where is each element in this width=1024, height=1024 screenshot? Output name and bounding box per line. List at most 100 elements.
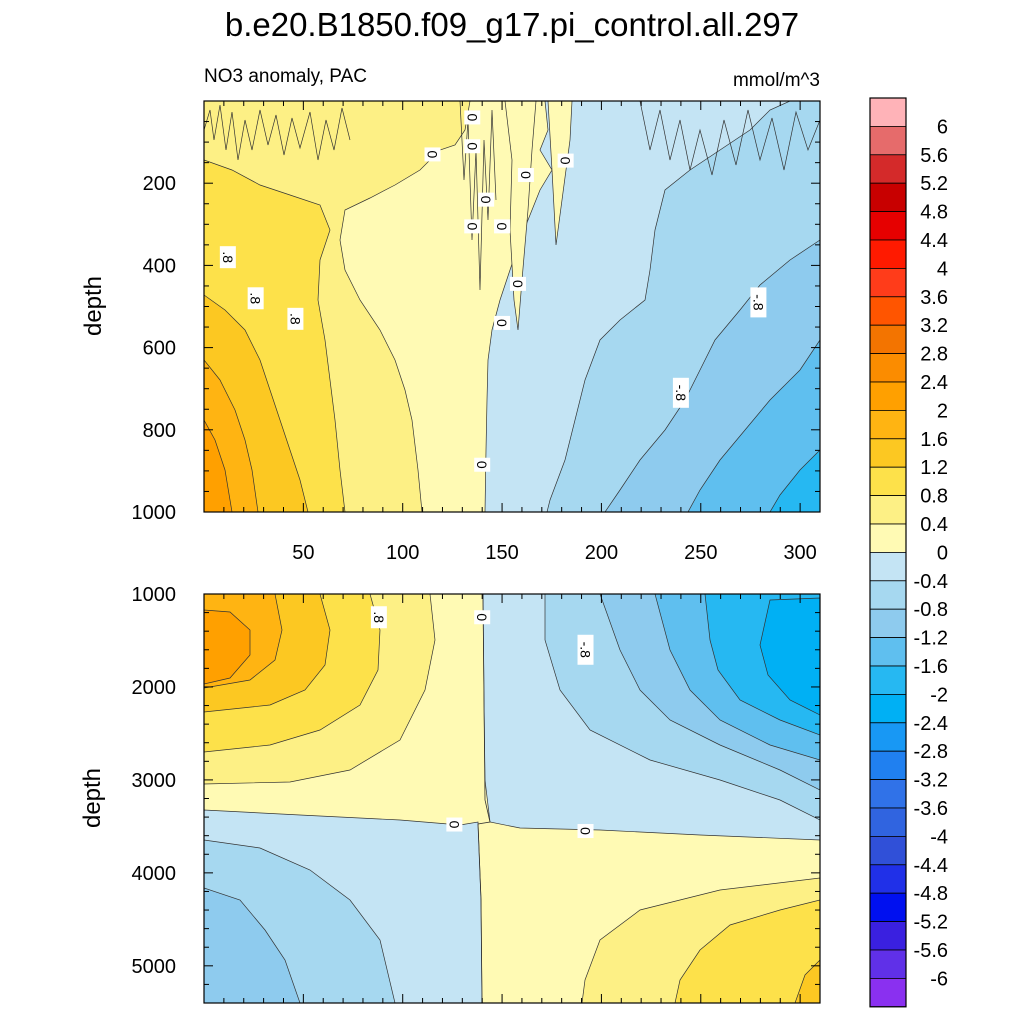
colorbar-swatch	[869, 438, 907, 468]
colorbar-label: 1.2	[920, 457, 948, 479]
upper-intrusion-2	[547, 101, 573, 246]
colorbar-label: -5.2	[914, 912, 948, 934]
upper-fill-neg-16	[769, 449, 820, 512]
contour-label-text: 0	[558, 157, 574, 165]
colorbar-label: 2.4	[920, 372, 948, 394]
y-tick-label: 400	[143, 255, 176, 277]
contour-label: -.8	[672, 377, 689, 408]
contour-label: 0	[509, 276, 526, 291]
contour-label-text: 0	[464, 222, 480, 230]
colorbar-swatch	[869, 126, 907, 156]
upper-fill-neg-12	[687, 339, 820, 512]
colorbar-swatch	[869, 665, 907, 695]
upper-axis-ticks: 50 100 150 200 250 300 200 400 600 800 1000	[132, 100, 820, 564]
colorbar-label: 4.8	[920, 202, 948, 224]
contour-label: 0	[474, 610, 491, 625]
contour-label: .8	[287, 307, 304, 330]
colorbar-swatch	[869, 353, 907, 383]
contour-label-bg	[424, 147, 441, 162]
contour-label-bg	[509, 276, 526, 291]
contour-label-text: 0	[474, 461, 490, 469]
colorbar-label: -5.6	[914, 940, 948, 962]
contour-label: -.8	[577, 634, 594, 665]
contour-label-text: 0	[494, 222, 510, 230]
contour-label-bg	[557, 153, 574, 168]
x-tick-label: 100	[386, 542, 419, 564]
lower-zero-line	[477, 594, 491, 1003]
x-tick-label: 250	[684, 542, 717, 564]
contour-label-bg	[672, 377, 689, 408]
contour-label-bg	[517, 167, 534, 182]
contour-label: 0	[464, 110, 481, 125]
colorbar-swatch	[869, 580, 907, 610]
upper-noise-line-2	[639, 101, 820, 176]
contour-label: 0	[446, 817, 463, 832]
contour-label: 0	[464, 139, 481, 154]
lower-fill-pos-12-deep	[794, 959, 820, 1003]
colorbar-swatch	[869, 637, 907, 667]
colorbar-swatch	[869, 324, 907, 355]
colorbar-label: 1.6	[920, 429, 948, 451]
contour-label-text: .8	[248, 292, 264, 304]
contour-label-text: .8	[287, 313, 303, 325]
upper-y-axis-label: depth	[80, 276, 107, 336]
y-tick-label: 3000	[132, 770, 177, 792]
contour-label-text: 0	[478, 196, 494, 204]
colorbar-swatch	[869, 978, 907, 1008]
colorbar-label: -1.6	[914, 656, 948, 678]
contour-label-bg	[219, 246, 236, 269]
contour-label: 0	[517, 167, 534, 182]
contour-label-bg	[247, 287, 264, 310]
colorbar-label: 0.8	[920, 486, 948, 508]
colorbar-label: -1.2	[914, 628, 948, 650]
contour-label-text: 0	[425, 151, 441, 159]
contour-label: 0	[494, 315, 511, 330]
colorbar-swatch	[869, 949, 907, 979]
lower-fill-neg-08-deep	[204, 887, 301, 1003]
contour-label-text: .8	[220, 251, 236, 263]
colorbar-label: -0.4	[914, 571, 948, 593]
colorbar-swatch	[869, 836, 907, 866]
colorbar-swatch	[869, 239, 907, 269]
y-tick-label: 600	[143, 338, 176, 360]
contour-label-text: 0	[578, 827, 594, 835]
contour-label-text: 0	[518, 171, 534, 179]
colorbar-label: -3.2	[914, 770, 948, 792]
colorbar-label: 4	[937, 258, 948, 280]
colorbar-label: 2.8	[920, 344, 948, 366]
contour-label-bg	[464, 110, 481, 125]
contour-label-text: -.8	[673, 385, 689, 402]
chart-title: b.e20.B1850.f09_g17.pi_control.all.297	[225, 6, 799, 43]
colorbar-label: -6	[930, 968, 948, 990]
contour-label-bg	[577, 824, 594, 839]
contour-label-text: 0	[464, 142, 480, 150]
lower-contour-labels: .8 0 -.8 0 0	[370, 606, 594, 839]
x-tick-label: 150	[485, 542, 518, 564]
contour-label-text: 0	[464, 114, 480, 122]
colorbar-label: 3.6	[920, 287, 948, 309]
colorbar-label: 4.4	[920, 230, 948, 252]
y-tick-label: 1000	[132, 584, 177, 606]
contour-label-bg	[577, 634, 594, 665]
contour-label: 0	[494, 219, 511, 234]
colorbar-swatch	[869, 182, 907, 212]
y-tick-label: 5000	[132, 956, 177, 978]
contour-label: .8	[370, 606, 387, 629]
upper-intrusion-1	[504, 101, 537, 331]
colorbar-label: -2	[930, 684, 948, 706]
contour-label: 0	[557, 153, 574, 168]
colorbar-swatch	[869, 807, 907, 837]
colorbar-label: 2	[937, 400, 948, 422]
contour-label-text: -.8	[578, 642, 594, 659]
colorbar-label: 5.2	[920, 173, 948, 195]
colorbar-swatch	[869, 211, 907, 241]
contour-label: 0	[474, 457, 491, 472]
contour-label-text: 0	[474, 613, 490, 621]
colorbar-label: -2.8	[914, 741, 948, 763]
contour-label-bg	[464, 219, 481, 234]
colorbar: 6 5.6 5.2 4.8 4.4 4 3.6 3.2 2.8 2.4 2 1.6 1.2 0.8 0.4 0…	[869, 97, 948, 1008]
colorbar-swatch	[869, 409, 907, 440]
colorbar-label: 5.6	[920, 145, 948, 167]
contour-label-bg	[446, 817, 463, 832]
